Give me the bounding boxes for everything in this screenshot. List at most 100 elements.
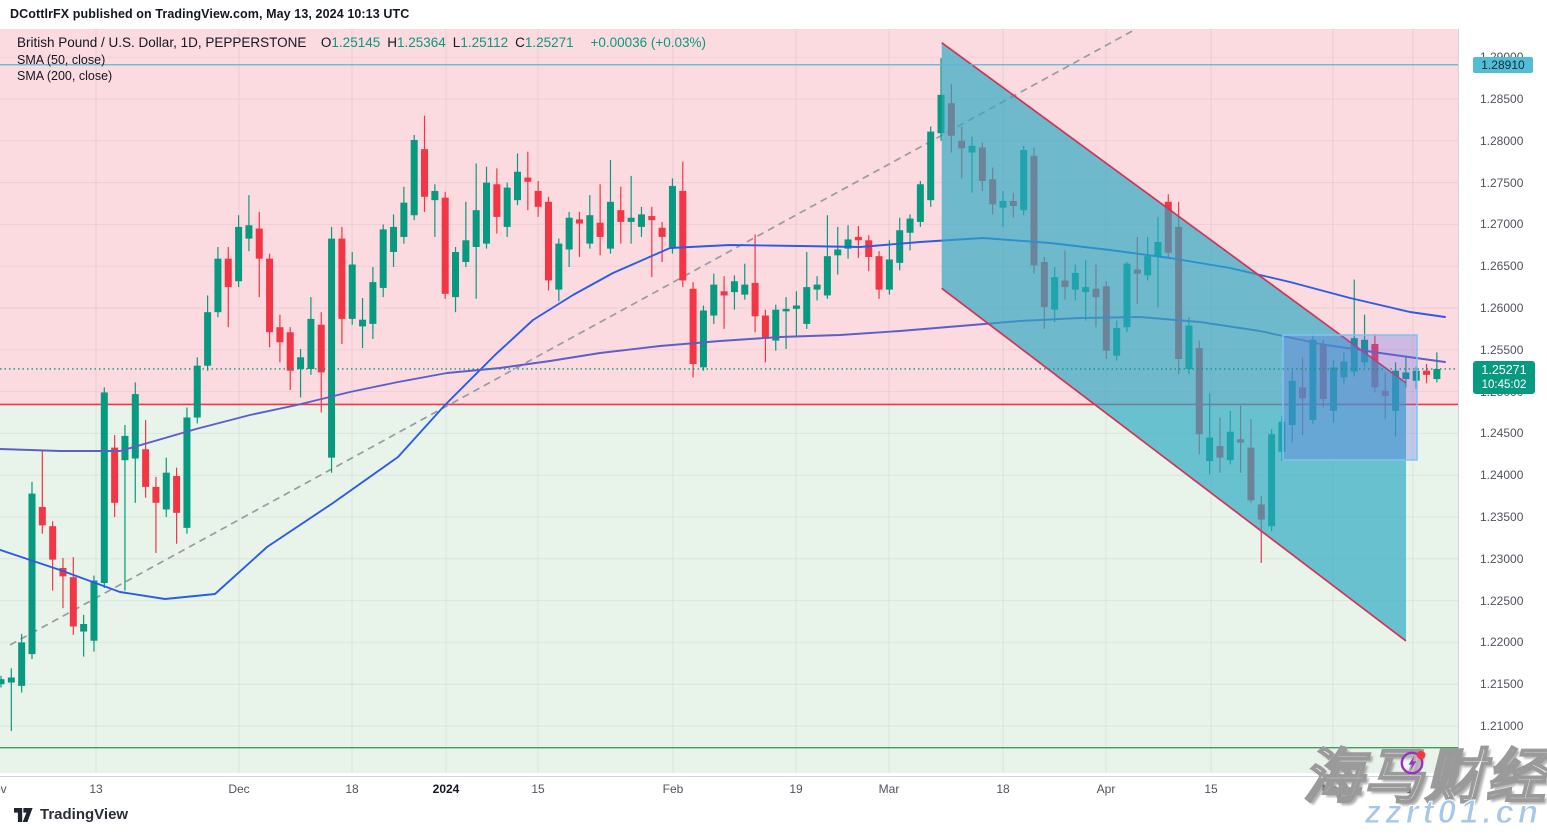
candle-body	[59, 567, 67, 577]
price-tick: 1.22000	[1480, 635, 1524, 650]
candle-body	[142, 449, 150, 487]
time-label: Mar	[878, 782, 900, 796]
candle-body	[390, 226, 398, 252]
candle-body	[544, 201, 552, 281]
time-label: Apr	[1096, 782, 1116, 796]
candle-body	[586, 215, 594, 244]
ohlc-values: O1.25145 H1.25364 L1.25112 C1.25271	[321, 35, 581, 50]
descending-channel[interactable]	[941, 42, 1406, 641]
candle-body	[441, 197, 449, 294]
channel-lower-border[interactable]	[941, 287, 1407, 642]
candle-body	[421, 149, 429, 197]
candle-body	[906, 218, 914, 233]
candle-body	[772, 309, 780, 341]
candle-body	[80, 624, 88, 632]
candle-body	[865, 240, 873, 258]
header-bar: DCottlrFX published on TradingView.com, …	[0, 0, 1547, 29]
candle-body	[730, 281, 738, 293]
candle-body	[204, 312, 212, 366]
time-label: 18	[996, 782, 1010, 796]
candle-body	[214, 258, 222, 313]
candle-body	[369, 282, 377, 324]
price-axis[interactable]: 1.290001.285001.280001.275001.270001.265…	[1458, 29, 1547, 776]
candle-body	[782, 308, 790, 312]
candle-body	[462, 240, 470, 263]
candle-body	[834, 249, 842, 256]
legend-sma200-row[interactable]: SMA (200, close)	[17, 69, 113, 83]
candle-body	[297, 357, 305, 370]
candle-body	[844, 239, 852, 249]
candle-body	[0, 679, 5, 685]
candle-body	[276, 327, 284, 343]
tradingview-logo-icon	[14, 807, 33, 822]
candle-body	[823, 256, 831, 296]
candle-body	[751, 282, 759, 317]
candle-body	[534, 190, 542, 207]
highlight-rectangle[interactable]	[1282, 334, 1418, 461]
candle-body	[328, 238, 336, 458]
candle-body	[18, 642, 26, 686]
ohlc-label: L	[452, 35, 461, 50]
candle-body	[379, 229, 387, 288]
chart-canvas[interactable]: British Pound / U.S. Dollar, 1D, PEPPERS…	[0, 29, 1458, 776]
candle-body	[307, 318, 315, 370]
time-label: 18	[345, 782, 359, 796]
candle-body	[803, 287, 811, 324]
candle-body	[1402, 372, 1410, 380]
chart-plot[interactable]	[0, 29, 1458, 776]
candle-body	[255, 228, 263, 259]
tradingview-logo-text: TradingView	[40, 806, 129, 823]
tradingview-logo[interactable]: TradingView	[14, 806, 128, 823]
time-axis[interactable]: Nov 13 Dec 18 2024 15 Feb 19 Mar 18 Apr 15 May 13	[0, 776, 1458, 802]
candle-body	[7, 677, 15, 683]
ohlc-value: 1.25112	[460, 35, 509, 50]
candle-body	[266, 258, 274, 333]
candle-body	[162, 472, 170, 510]
ohlc-label: O	[320, 35, 332, 50]
candle-body	[875, 256, 883, 290]
price-tick: 1.28000	[1480, 133, 1524, 148]
legend-symbol-row[interactable]: British Pound / U.S. Dollar, 1D, PEPPERS…	[17, 35, 706, 50]
time-label: Feb	[662, 782, 684, 796]
time-label: 15	[531, 782, 545, 796]
ohlc-label: H	[387, 35, 397, 50]
candle-body	[896, 230, 904, 263]
candle-body	[452, 251, 460, 298]
candle-body	[317, 324, 325, 373]
time-label: 15	[1204, 782, 1218, 796]
candle-body	[617, 210, 625, 222]
price-tick: 1.26500	[1480, 259, 1524, 274]
last-price-badge: 1.25271 10:45:02	[1473, 360, 1535, 394]
candle-body	[69, 577, 77, 627]
price-tick: 1.23500	[1480, 510, 1524, 524]
time-label: 13	[1406, 782, 1420, 796]
price-tick: 1.27000	[1480, 217, 1524, 232]
candle-body	[410, 139, 418, 216]
alert-price-badge: 1.28910	[1473, 56, 1533, 73]
candle-body	[286, 332, 294, 371]
candle-body	[111, 447, 119, 503]
candle-body	[1433, 368, 1441, 380]
candle-body	[503, 187, 511, 227]
legend-sma50-row[interactable]: SMA (50, close)	[17, 52, 106, 67]
price-tick: 1.24000	[1480, 468, 1524, 483]
candle-body	[100, 392, 108, 584]
time-label: Dec	[228, 782, 250, 796]
candle-body	[28, 493, 36, 655]
candle-body	[524, 177, 532, 182]
channel-upper-border[interactable]	[941, 41, 1407, 384]
alert-price-value: 1.28910	[1481, 57, 1525, 72]
candle-body	[720, 291, 728, 296]
candle-body	[245, 225, 253, 239]
candle-body	[668, 185, 676, 247]
candle-body	[699, 310, 707, 368]
candle-body	[637, 214, 645, 227]
candle-body	[575, 219, 583, 224]
candle-body	[606, 201, 614, 249]
candle-body	[689, 288, 697, 365]
candle-body	[1412, 370, 1420, 381]
candle-body	[38, 506, 46, 526]
candle-body	[224, 258, 232, 288]
candle-body	[348, 264, 356, 319]
